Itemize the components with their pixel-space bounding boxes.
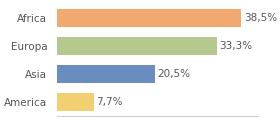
Bar <box>57 37 216 55</box>
Text: 7,7%: 7,7% <box>96 97 123 107</box>
Bar <box>57 93 94 111</box>
Text: 33,3%: 33,3% <box>219 41 252 51</box>
Text: 20,5%: 20,5% <box>158 69 191 79</box>
Text: 38,5%: 38,5% <box>244 13 277 23</box>
Bar <box>57 9 241 27</box>
Bar <box>57 65 155 83</box>
